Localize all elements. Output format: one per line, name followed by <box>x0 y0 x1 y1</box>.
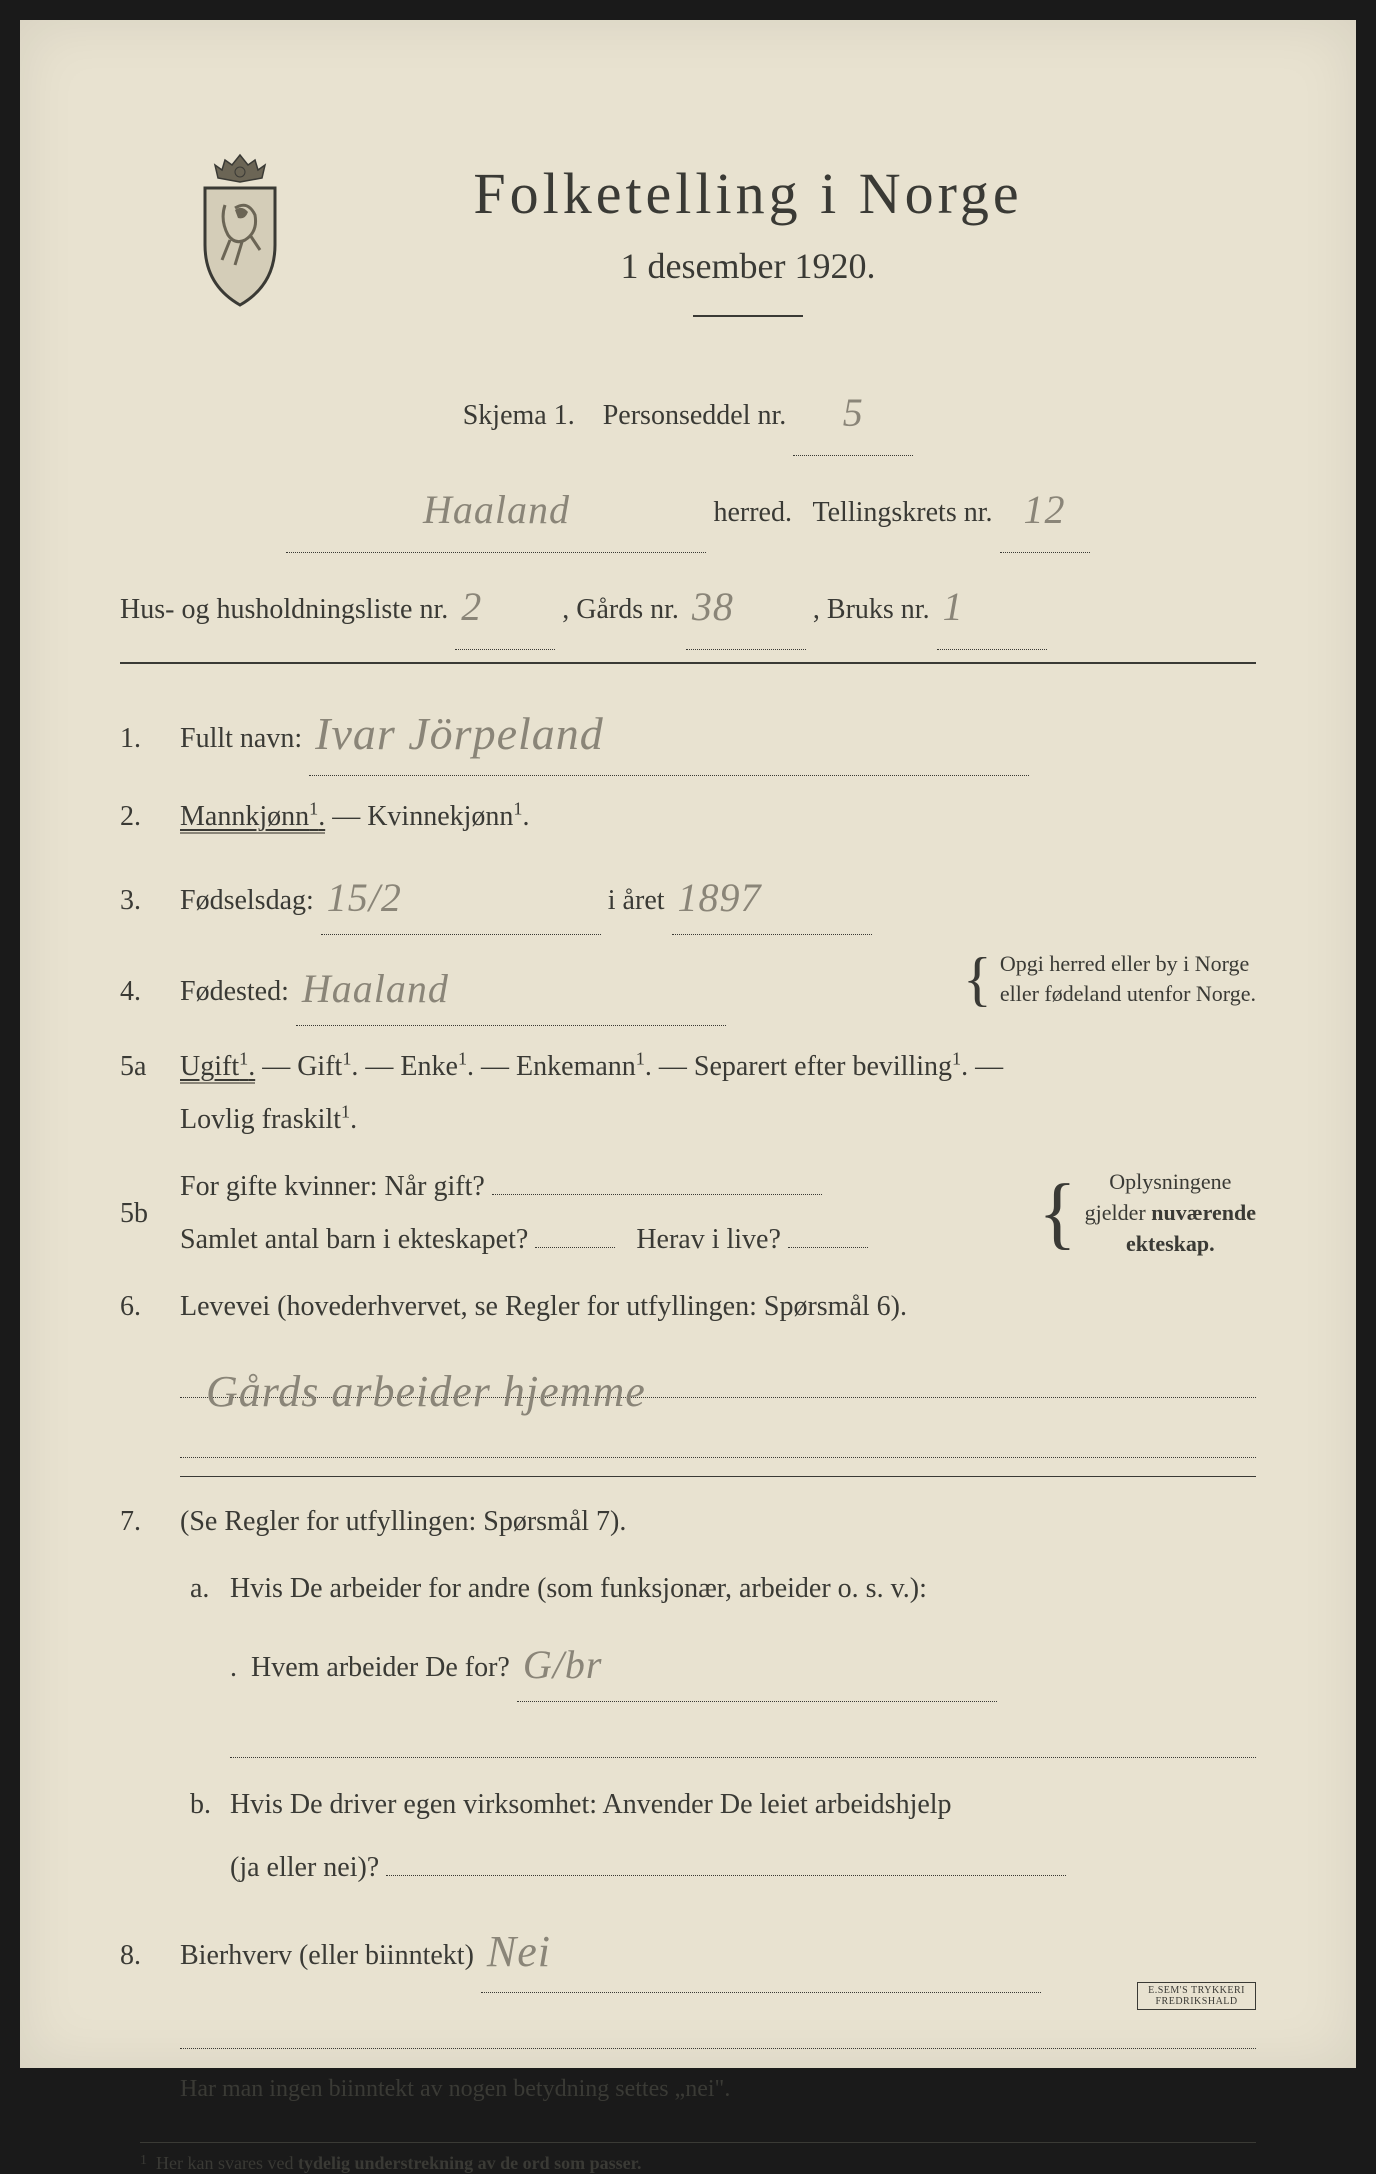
q7a-value: G/br <box>517 1642 609 1687</box>
q1-num: 1. <box>120 712 180 765</box>
q5a-row: 5a Ugift1. — Gift1. — Enke1. — Enkemann1… <box>120 1040 1256 1146</box>
q2-num: 2. <box>120 790 180 843</box>
form-body: 1. Fullt navn: Ivar Jörpeland 2. Mannkjø… <box>120 688 1256 2112</box>
q3-label2: i året <box>608 885 665 916</box>
q7b-l2: (ja eller nei)? <box>230 1852 379 1883</box>
q8-label: Bierhverv (eller biinntekt) <box>180 1940 474 1971</box>
q4-note1: Opgi herred eller by i Norge <box>1000 949 1256 980</box>
personseddel-label: Personseddel nr. <box>603 400 787 431</box>
q5b-row: 5b For gifte kvinner: Når gift? Samlet a… <box>120 1160 1256 1266</box>
footnote-marker: 1 <box>140 2153 147 2168</box>
q2-row: 2. Mannkjønn1. — Kvinnekjønn1. <box>120 790 1256 843</box>
q5b-l1: For gifte kvinner: Når gift? <box>180 1171 485 1202</box>
q5b-l2: Samlet antal barn i ekteskapet? <box>180 1224 528 1255</box>
bruks-value: 1 <box>937 584 970 629</box>
header: Folketelling i Norge 1 desember 1920. <box>120 160 1256 317</box>
q5a-num: 5a <box>120 1040 180 1093</box>
q5a-opt5: Separert efter bevilling1. <box>694 1051 968 1082</box>
q4-label: Fødested: <box>180 976 289 1007</box>
q7-label: (Se Regler for utfyllingen: Spørsmål 7). <box>180 1495 1256 1548</box>
meta-block: Skjema 1. Personseddel nr. 5 Haaland her… <box>120 367 1256 650</box>
tellingskrets-value: 12 <box>1018 487 1072 532</box>
q1-row: 1. Fullt navn: Ivar Jörpeland <box>120 688 1256 776</box>
q5b-note2: gjelder nuværende <box>1085 1198 1256 1229</box>
q4-value: Haaland <box>296 966 455 1011</box>
q7b-row: b. Hvis De driver egen virksomhet: Anven… <box>120 1778 1256 1894</box>
meta-row-3: Hus- og husholdningsliste nr. 2 , Gårds … <box>120 561 1256 650</box>
page-title: Folketelling i Norge <box>240 160 1256 227</box>
title-divider <box>693 315 803 317</box>
q7a-l2: Hvem arbeider De for? <box>251 1652 510 1683</box>
q5b-l3: Herav i live? <box>636 1224 781 1255</box>
herred-label: herred. <box>713 497 792 528</box>
section-divider <box>120 662 1256 664</box>
page-subtitle: 1 desember 1920. <box>240 245 1256 287</box>
q2-opt2: Kvinnekjønn1. <box>367 801 529 832</box>
q5a-opt1: Ugift1. <box>180 1051 255 1084</box>
q7b-letter: b. <box>180 1778 230 1831</box>
q8-num: 8. <box>120 1929 180 1982</box>
husliste-value: 2 <box>455 584 488 629</box>
q5b-note3: ekteskap. <box>1085 1229 1256 1260</box>
q7a-letter: a. <box>180 1562 230 1615</box>
footer-note: Har man ingen biinntekt av nogen betydni… <box>120 2067 1256 2113</box>
q7a-l1: Hvis De arbeider for andre (som funksjon… <box>230 1562 1256 1615</box>
q6-num: 6. <box>120 1280 180 1333</box>
q3-label1: Fødselsdag: <box>180 885 314 916</box>
q7-row: 7. (Se Regler for utfyllingen: Spørsmål … <box>120 1495 1256 1548</box>
q7-num: 7. <box>120 1495 180 1548</box>
gards-value: 38 <box>686 584 740 629</box>
q3-num: 3. <box>120 874 180 927</box>
q6-line2 <box>180 1408 1256 1458</box>
personseddel-value: 5 <box>837 390 870 435</box>
q8-value: Nei <box>481 1927 557 1976</box>
q1-label: Fullt navn: <box>180 723 302 754</box>
footnote-divider <box>140 2142 1256 2143</box>
q7a-blank <box>230 1716 1256 1758</box>
thin-divider <box>180 1476 1256 1477</box>
q6-value: Gårds arbeider hjemme <box>200 1350 652 1401</box>
q8-blank <box>180 2007 1256 2049</box>
skjema-label: Skjema 1. <box>463 400 575 431</box>
husliste-label: Hus- og husholdningsliste nr. <box>120 594 448 625</box>
q5b-num: 5b <box>120 1187 180 1240</box>
brace-icon: { <box>1038 1193 1076 1233</box>
meta-row-2: Haaland herred. Tellingskrets nr. 12 <box>120 464 1256 553</box>
tellingskrets-label: Tellingskrets nr. <box>812 497 992 528</box>
herred-value: Haaland <box>417 487 576 532</box>
meta-row-1: Skjema 1. Personseddel nr. 5 <box>120 367 1256 456</box>
q3-value2: 1897 <box>672 875 768 920</box>
footnote-block: 1 Her kan svares ved tydelig understrekn… <box>120 2142 1256 2174</box>
printer-stamp: E.SEM'S TRYKKERI FREDRIKSHALD <box>1137 1982 1256 2010</box>
coat-of-arms-icon <box>180 150 300 310</box>
footnote-text: Her kan svares ved tydelig understreknin… <box>156 2153 642 2173</box>
q5b-note1: Oplysningene <box>1085 1167 1256 1198</box>
census-form-page: Folketelling i Norge 1 desember 1920. Sk… <box>20 20 1356 2068</box>
q5a-opt2: Gift1. <box>297 1051 358 1082</box>
q4-num: 4. <box>120 965 180 1018</box>
brace-icon: { <box>963 964 992 994</box>
q4-row: 4. Fødested: Haaland { Opgi herred eller… <box>120 949 1256 1026</box>
q4-note2: eller fødeland utenfor Norge. <box>1000 979 1256 1010</box>
q5a-opt4: Enkemann1. <box>516 1051 652 1082</box>
q6-label: Levevei (hovederhvervet, se Regler for u… <box>180 1280 1256 1333</box>
q7b-l1: Hvis De driver egen virksomhet: Anvender… <box>230 1778 1256 1831</box>
q5a-opt3: Enke1. <box>400 1051 474 1082</box>
q7a-row: a. Hvis De arbeider for andre (som funks… <box>120 1562 1256 1702</box>
printer-line2: FREDRIKSHALD <box>1148 1996 1245 2007</box>
q3-value1: 15/2 <box>321 875 408 920</box>
bruks-label: , Bruks nr. <box>813 594 930 625</box>
q6-line1: Gårds arbeider hjemme <box>180 1348 1256 1398</box>
q3-row: 3. Fødselsdag: 15/2 i året 1897 <box>120 858 1256 935</box>
q2-opt1: Mannkjønn1. <box>180 801 325 834</box>
q2-sep: — <box>332 801 367 832</box>
q6-row: 6. Levevei (hovederhvervet, se Regler fo… <box>120 1280 1256 1333</box>
q1-value: Ivar Jörpeland <box>309 708 610 759</box>
printer-line1: E.SEM'S TRYKKERI <box>1148 1985 1245 1996</box>
gards-label: , Gårds nr. <box>562 594 679 625</box>
q5a-opt6: Lovlig fraskilt1. <box>180 1104 357 1135</box>
q8-row: 8. Bierhverv (eller biinntekt) Nei <box>120 1908 1256 1993</box>
